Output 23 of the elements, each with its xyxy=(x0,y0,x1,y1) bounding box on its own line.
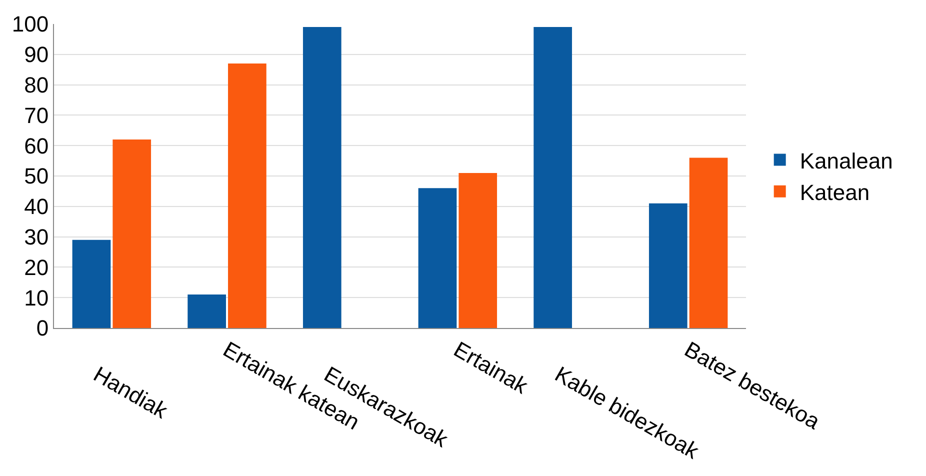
y-tick-label: 40 xyxy=(24,194,49,220)
bar xyxy=(648,203,688,328)
bar xyxy=(228,64,266,328)
bar xyxy=(418,188,457,328)
y-tick-label: 20 xyxy=(24,254,49,280)
bar xyxy=(188,294,226,328)
y-tick-label: 50 xyxy=(24,164,49,189)
y-tick-label: 80 xyxy=(24,72,49,98)
y-tick-label: 30 xyxy=(24,224,49,250)
bar xyxy=(689,158,728,328)
y-tick-label: 0 xyxy=(36,316,49,341)
legend-label: Katean xyxy=(800,180,870,205)
bar xyxy=(112,140,152,328)
bar xyxy=(458,172,498,328)
bar xyxy=(302,27,342,328)
legend-label: Kanalean xyxy=(800,148,893,174)
y-tick-label: 60 xyxy=(24,133,49,158)
y-tick-label: 100 xyxy=(12,12,49,37)
y-tick-label: 10 xyxy=(24,285,49,310)
bar xyxy=(72,240,111,328)
bar xyxy=(534,27,572,328)
y-tick-label: 70 xyxy=(24,102,49,128)
y-tick-label: 90 xyxy=(24,42,49,68)
